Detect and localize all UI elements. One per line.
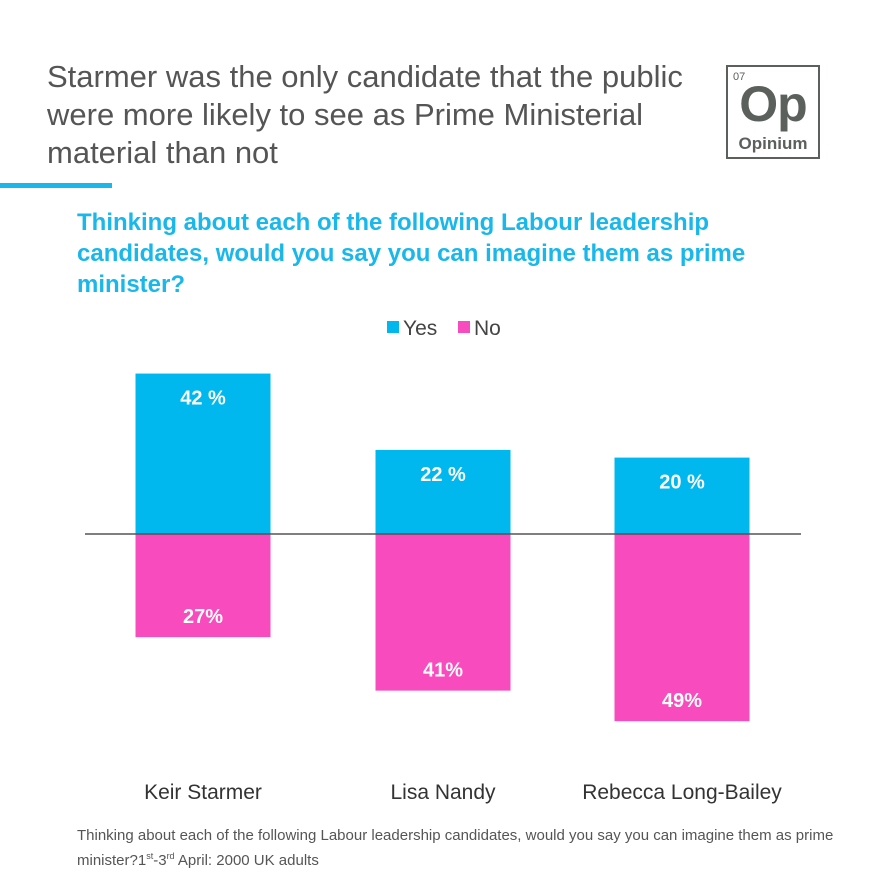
data-label: 41% <box>423 660 463 682</box>
bar-no <box>135 534 271 638</box>
footnote: Thinking about each of the following Lab… <box>77 827 834 869</box>
logo-name: Opinium <box>738 134 808 153</box>
legend-label-yes: Yes <box>403 317 437 340</box>
category-label: Keir Starmer <box>144 781 262 804</box>
legend-label-no: No <box>474 317 501 340</box>
bar-no <box>375 534 511 691</box>
bar-no <box>614 534 750 722</box>
data-label: 27% <box>183 606 223 628</box>
logo-symbol: Op <box>739 76 807 132</box>
category-label: Lisa Nandy <box>390 781 496 804</box>
category-label: Rebecca Long-Bailey <box>582 781 782 804</box>
logo-number: 07 <box>733 71 746 83</box>
data-label: 20 % <box>659 472 705 494</box>
title-underline <box>0 183 112 188</box>
legend-swatch-yes <box>387 321 399 333</box>
data-label: 42 % <box>180 388 226 410</box>
data-label: 49% <box>662 690 702 712</box>
bar-yes <box>375 449 511 534</box>
bar-yes <box>135 373 271 534</box>
legend-swatch-no <box>458 321 470 333</box>
bar-yes <box>614 457 750 534</box>
opinium-logo: 07 Op Opinium <box>726 65 820 159</box>
chart-question: Thinking about each of the following Lab… <box>77 209 746 298</box>
slide-title: Starmer was the only candidate that the … <box>47 59 683 170</box>
data-label: 22 % <box>420 464 466 486</box>
